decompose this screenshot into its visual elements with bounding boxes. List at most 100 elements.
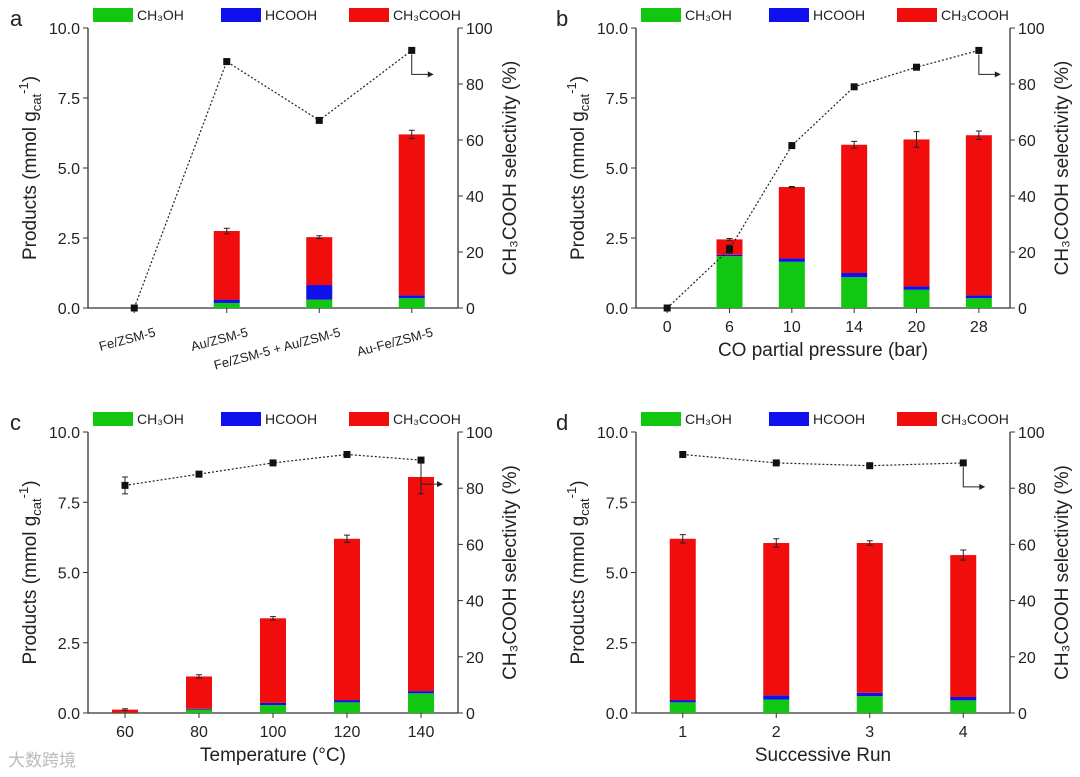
bar-segment-CH₃COOH [112,709,138,713]
legend-label: HCOOH [813,7,865,23]
y2-tick-label: 40 [1018,594,1036,611]
y-label-sub: cat [29,498,44,516]
x-tick-label: 6 [725,319,734,336]
y-label-end: ) [568,76,589,82]
y-tick-label: 2.5 [58,636,80,653]
bar-segment-CH₃COOH [260,618,286,703]
x-axis-label: Successive Run [755,745,891,766]
y-tick-label: 2.5 [606,636,628,653]
y-label-main: Products (mmol g [568,516,589,665]
bar-segment-HCOOH [763,695,790,700]
selectivity-point [726,245,733,253]
legend-label: CH₃OH [685,7,732,23]
x-tick-label: 3 [865,724,874,741]
y-label-sub: cat [29,93,44,111]
selectivity-point [913,63,920,71]
y-tick-label: 7.5 [58,495,80,512]
right-axis-arrow-icon [420,464,439,485]
x-tick-label: 20 [908,319,926,336]
bar-segment-CH₃OH [186,709,212,713]
right-axis-arrow-icon [411,54,430,75]
bar-segment-CH₃OH [260,705,286,713]
legend-swatch [769,8,809,22]
error-bar [866,540,873,546]
legend-label: CH₃OH [685,411,732,427]
y-tick-label: 5.0 [58,566,80,583]
selectivity-line [124,453,422,486]
bar-segment-HCOOH [856,692,883,697]
y-tick-label: 0.0 [58,706,80,723]
selectivity-point [959,459,967,467]
bar-segment-CH₃OH [716,256,743,308]
selectivity-point [788,142,796,150]
bar-segment-CH₃COOH [398,134,425,296]
bar-segment-HCOOH [260,702,286,706]
error-bar [316,235,323,240]
selectivity-point [195,470,203,478]
y2-tick-label: 20 [1018,245,1036,262]
bar-segment-HCOOH [186,708,212,710]
bar-segment-CH₃COOH [763,542,790,696]
legend-swatch [897,8,937,22]
error-bar [122,708,128,711]
bar-segment-HCOOH [669,700,696,703]
y-tick-label: 10.0 [597,21,628,38]
y-label-sub: cat [577,498,592,516]
x-tick-label: 80 [190,724,208,741]
bar-segment-HCOOH [213,299,240,303]
y2-tick-label: 100 [1018,425,1045,442]
bar-segment-HCOOH [408,691,434,694]
legend-swatch [641,8,681,22]
y2-axis-label: CH₃COOH selectivity (%) [500,61,521,276]
y-tick-label: 5.0 [606,161,628,178]
bar-segment-CH₃OH [903,289,930,308]
legend-label: CH₃COOH [393,7,461,23]
legend-label: HCOOH [265,411,317,427]
panel-c: c 0.0 2.5 5.0 7.5 10.0 0 20 40 60 80 100 Products (m… [10,410,521,766]
y-axis-label: Products (mmol gcat-1) [564,76,592,260]
y2-tick-label: 80 [1018,77,1036,94]
y2-tick-label: 0 [466,301,475,318]
bar-segment-CH₃COOH [186,676,212,709]
legend-swatch [93,8,133,22]
legend-swatch [769,412,809,426]
y-label-sup: -1 [16,82,31,94]
panel-letter: d [556,410,568,435]
bar-segment-CH₃COOH [950,555,977,697]
y2-axis-label: CH₃COOH selectivity (%) [1052,61,1073,276]
y2-tick-label: 40 [466,594,484,611]
legend-swatch [349,412,389,426]
x-tick-label: 120 [334,724,361,741]
bar-segment-HCOOH [334,700,360,703]
x-tick-label: 14 [845,319,863,336]
bar-segment-CH₃COOH [965,135,992,296]
legend-swatch [641,412,681,426]
selectivity-point [130,304,138,312]
y-tick-label: 0.0 [606,706,628,723]
y-tick-label: 7.5 [58,91,80,108]
watermark: 大数跨境 [8,751,76,771]
y-label-end: ) [568,480,589,486]
bar-segment-HCOOH [306,285,333,300]
bar-segment-CH₃OH [306,299,333,308]
selectivity-point [679,450,687,458]
y-tick-label: 7.5 [606,495,628,512]
y2-tick-label: 80 [466,481,484,498]
y-label-sup: -1 [564,487,579,499]
legend-label: CH₃COOH [393,411,461,427]
x-tick-label: 2 [772,724,781,741]
selectivity-line [666,49,979,309]
y2-tick-label: 60 [1018,133,1036,150]
arrowhead-icon [437,481,443,488]
arrowhead-icon [979,483,986,490]
bar-segment-CH₃COOH [213,231,240,300]
right-axis-arrow-icon [978,54,997,75]
y-tick-label: 2.5 [606,231,628,248]
right-axis-arrow-icon [962,466,982,488]
selectivity-point [417,456,425,464]
y-tick-label: 0.0 [58,301,80,318]
selectivity-point [772,459,780,467]
y2-tick-label: 100 [466,21,493,38]
arrowhead-icon [427,71,434,78]
